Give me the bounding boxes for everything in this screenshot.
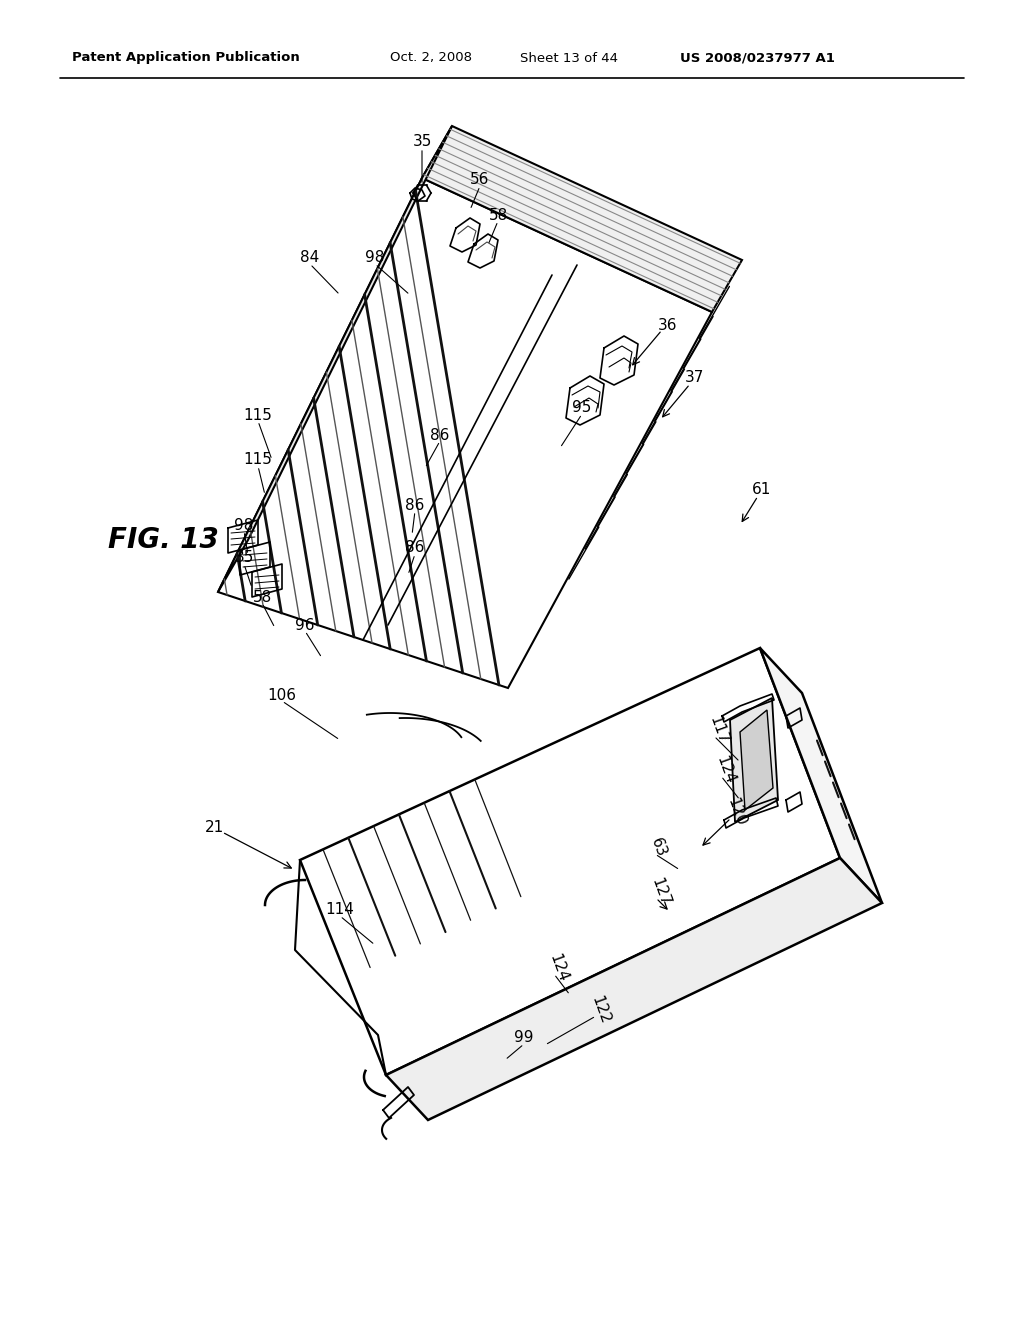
Text: 95: 95 bbox=[572, 400, 592, 416]
Text: 35: 35 bbox=[234, 550, 254, 565]
Text: 106: 106 bbox=[267, 688, 297, 702]
Text: Oct. 2, 2008: Oct. 2, 2008 bbox=[390, 51, 472, 65]
Text: 61: 61 bbox=[753, 483, 772, 498]
Polygon shape bbox=[760, 648, 882, 903]
Text: 98: 98 bbox=[366, 251, 385, 265]
Text: 86: 86 bbox=[430, 428, 450, 442]
Text: 115: 115 bbox=[244, 453, 272, 467]
Text: 56: 56 bbox=[470, 173, 489, 187]
Text: 96: 96 bbox=[295, 618, 314, 632]
Text: 114: 114 bbox=[326, 903, 354, 917]
Text: 124: 124 bbox=[713, 754, 737, 787]
Text: 124: 124 bbox=[546, 952, 570, 985]
Text: 63: 63 bbox=[647, 837, 669, 859]
Text: 127: 127 bbox=[648, 876, 672, 908]
Polygon shape bbox=[300, 648, 840, 1074]
Text: 115: 115 bbox=[244, 408, 272, 422]
Text: 58: 58 bbox=[252, 590, 271, 605]
Text: 120: 120 bbox=[724, 796, 748, 828]
Text: 98: 98 bbox=[234, 517, 254, 532]
Text: Sheet 13 of 44: Sheet 13 of 44 bbox=[520, 51, 618, 65]
Text: US 2008/0237977 A1: US 2008/0237977 A1 bbox=[680, 51, 835, 65]
Text: 117: 117 bbox=[706, 714, 730, 746]
Text: 99: 99 bbox=[514, 1031, 534, 1045]
Polygon shape bbox=[730, 698, 778, 822]
Text: FIG. 13: FIG. 13 bbox=[108, 525, 219, 554]
Polygon shape bbox=[386, 858, 882, 1119]
Text: Patent Application Publication: Patent Application Publication bbox=[72, 51, 300, 65]
Text: 21: 21 bbox=[206, 821, 224, 836]
Text: 36: 36 bbox=[658, 318, 678, 333]
Text: 84: 84 bbox=[300, 251, 319, 265]
Text: 86: 86 bbox=[406, 498, 425, 512]
Polygon shape bbox=[218, 125, 452, 591]
Text: 58: 58 bbox=[488, 207, 508, 223]
Text: 37: 37 bbox=[685, 371, 705, 385]
Text: 86: 86 bbox=[406, 540, 425, 556]
Text: 122: 122 bbox=[588, 994, 612, 1026]
Polygon shape bbox=[218, 178, 712, 688]
Text: 35: 35 bbox=[413, 135, 432, 149]
Polygon shape bbox=[740, 710, 773, 810]
Polygon shape bbox=[422, 125, 742, 312]
